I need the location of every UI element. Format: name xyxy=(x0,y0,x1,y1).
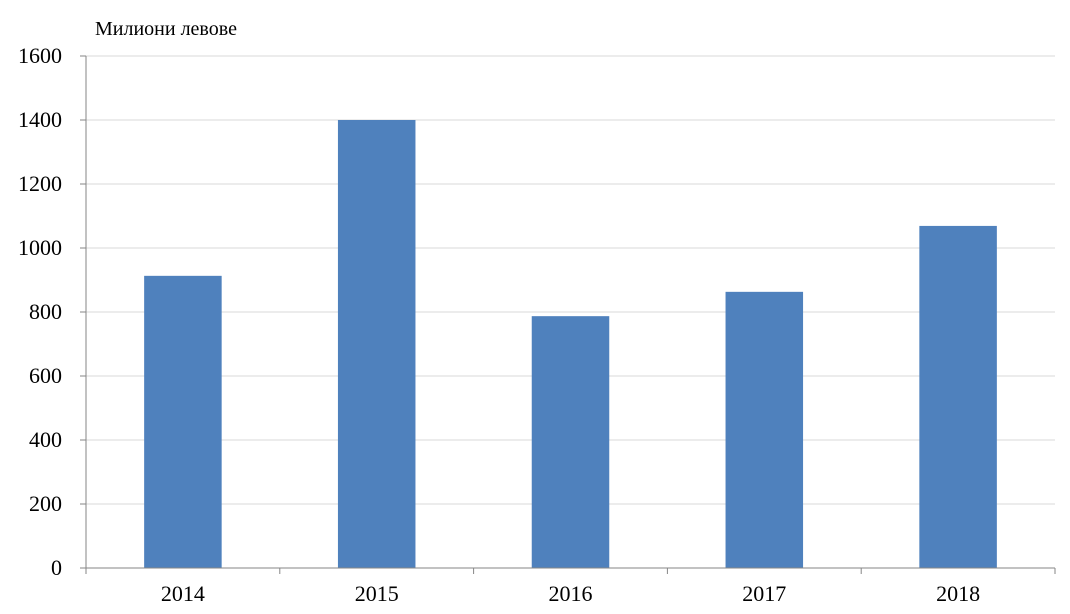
bar xyxy=(531,316,610,568)
x-tick-label: 2014 xyxy=(161,581,205,606)
y-tick-label: 1600 xyxy=(18,43,62,68)
y-tick-label: 800 xyxy=(29,299,62,324)
y-tick-labels: 0 200 400 600 800 1000 1200 1400 1600 xyxy=(18,43,86,580)
bar xyxy=(337,120,416,568)
bar xyxy=(144,275,222,568)
y-tick-label: 400 xyxy=(29,427,62,452)
bar xyxy=(725,291,804,568)
bars xyxy=(144,120,997,569)
x-tick-label: 2016 xyxy=(549,581,593,606)
x-tick-label: 2017 xyxy=(742,581,786,606)
x-tick-labels: 2014 2015 2016 2017 2018 xyxy=(85,568,1056,606)
y-tick-label: 1200 xyxy=(18,171,62,196)
x-tick-label: 2018 xyxy=(936,581,980,606)
x-tick-label: 2015 xyxy=(355,581,399,606)
y-tick-label: 0 xyxy=(51,555,62,580)
bar xyxy=(919,225,997,569)
y-axis-title: Милиони левове xyxy=(95,18,237,40)
y-tick-label: 200 xyxy=(29,491,62,516)
y-tick-label: 1400 xyxy=(18,107,62,132)
y-tick-label: 1000 xyxy=(18,235,62,260)
y-tick-label: 600 xyxy=(29,363,62,388)
